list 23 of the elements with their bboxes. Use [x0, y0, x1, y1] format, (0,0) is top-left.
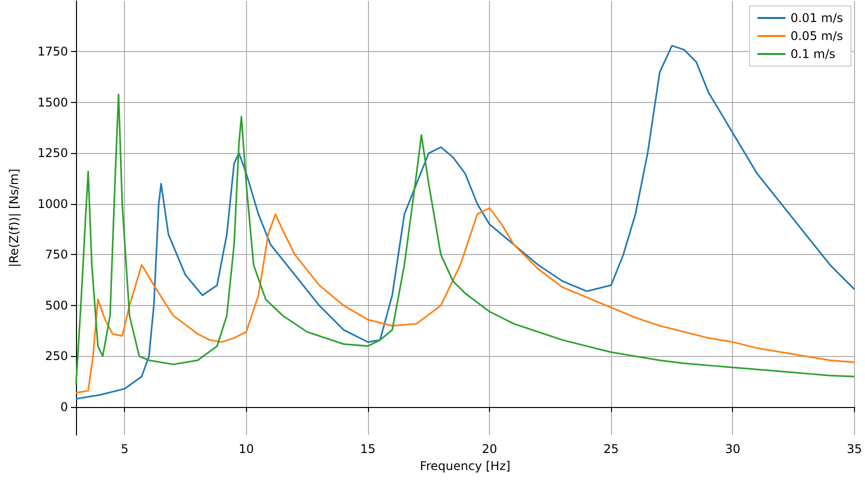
line-series [75, 207, 856, 394]
y-tick-label: 1250 [37, 146, 68, 160]
x-tick-label: 25 [603, 442, 619, 456]
x-tick-label: 30 [725, 442, 740, 456]
line-series [75, 44, 856, 400]
y-tick-label: 0 [60, 400, 68, 414]
legend-label: 0.1 m/s [790, 47, 836, 61]
y-tick-label: 750 [45, 248, 68, 262]
y-tick-label: 500 [45, 298, 68, 312]
line-series [75, 94, 856, 386]
x-tick-label: 15 [360, 442, 376, 456]
y-tick-label: 1750 [37, 44, 68, 59]
y-tick-label: 1000 [37, 196, 68, 211]
x-tick-label: 35 [846, 442, 862, 456]
legend-label: 0.05 m/s [790, 29, 844, 43]
y-tick-label: 1500 [37, 95, 68, 110]
x-tick-label: 10 [238, 442, 254, 456]
x-tick-label: 20 [482, 442, 498, 456]
x-axis-title: Frequency [Hz] [420, 458, 510, 473]
y-tick-label: 250 [45, 349, 68, 364]
y-axis-title: |Re(Z(f))| [Ns/m] [7, 168, 21, 268]
x-tick-label: 5 [120, 442, 128, 456]
legend-label: 0.01 m/s [790, 11, 844, 25]
